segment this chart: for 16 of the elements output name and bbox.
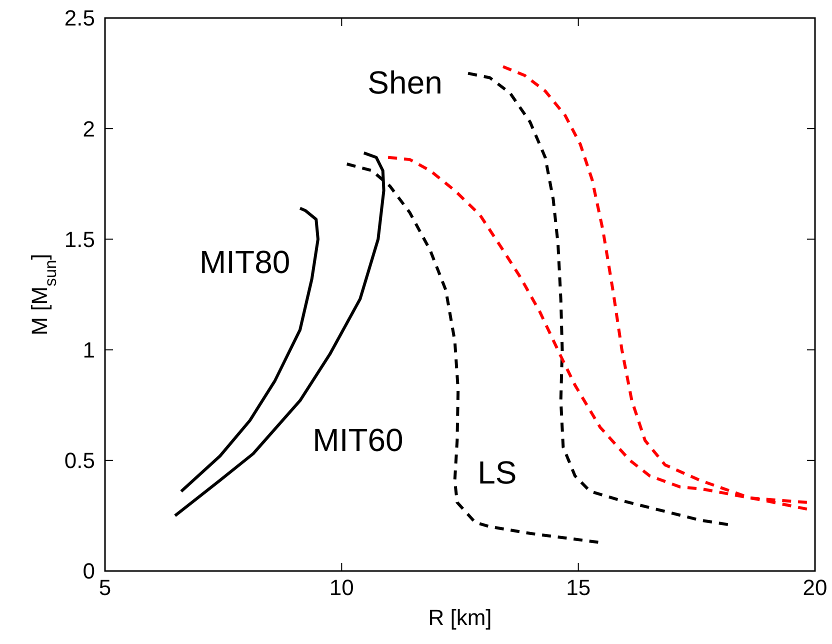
y-tick-label: 0 [82, 558, 95, 584]
x-tick-label: 10 [329, 575, 354, 600]
line-series [466, 72, 730, 526]
series-label: Shen [368, 64, 442, 100]
series-label: MIT80 [200, 244, 290, 280]
x-tick-label: 15 [566, 575, 591, 600]
y-tick-label: 0.5 [64, 448, 95, 474]
series-label: LS [478, 454, 517, 491]
y-tick-label: 1.5 [64, 226, 95, 252]
x-tick-label: 20 [802, 575, 828, 600]
y-tick-label: 1 [82, 338, 95, 362]
y-tick-label: 2.5 [64, 6, 95, 31]
y-tick-label: 2 [82, 116, 95, 142]
series-label: MIT60 [312, 422, 404, 458]
x-tick-label: 5 [98, 575, 112, 600]
x-axis-title: R [km] [428, 605, 492, 630]
